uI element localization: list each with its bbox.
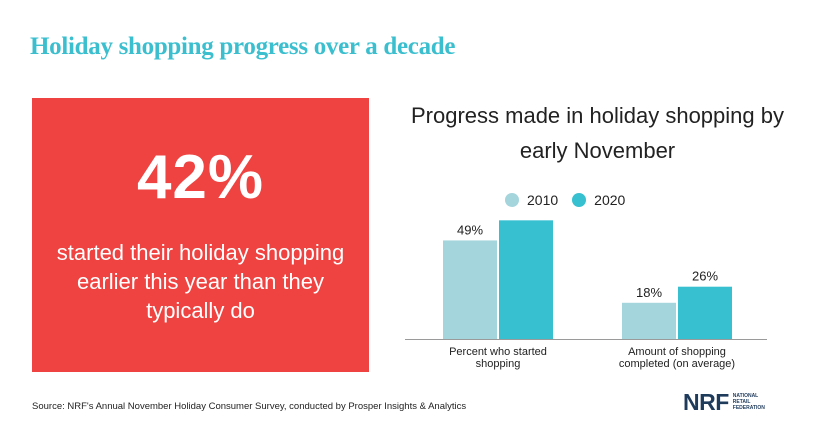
category-label-0: Percent who started [449,346,547,358]
legend-swatch-2010 [505,193,519,207]
logo-subtitle-line: Federation [732,405,765,411]
nrf-logo: NRF National Retail Federation [683,389,765,415]
page-headline: Holiday shopping progress over a decade [30,33,456,60]
chart-title: Progress made in holiday shopping by ear… [410,103,784,163]
bar-2020-1 [678,286,732,339]
source-note: Source: NRF's Annual November Holiday Co… [32,401,467,412]
logo-mark: NRF [683,388,729,415]
logo-subtitle-line: National [732,393,759,399]
bar-2010-0 [443,240,497,339]
legend-swatch-2020 [572,193,587,207]
legend-label-2020: 2020 [594,192,626,208]
data-label-2020-1: 26% [692,269,718,284]
bar-2010-1 [622,302,676,339]
bar-2020-0 [499,220,553,339]
stat-description: started their holiday shopping earlier t… [56,240,345,323]
stat-callout-box: 42% started their holiday shopping earli… [32,98,369,372]
chart-legend: 2010 2020 [505,190,639,210]
logo-subtitle: National Retail Federation [733,393,765,411]
category-label-1: completed (on average) [619,358,735,370]
category-label-0: shopping [476,358,521,370]
data-label-2010-0: 49% [457,222,483,237]
legend-label-2010: 2010 [527,192,559,208]
stat-value: 42% [136,143,265,212]
logo-subtitle-line: Retail [732,399,751,405]
category-label-1: Amount of shopping [628,346,726,358]
legend-item-2020: 2020 [572,192,625,208]
data-label-2010-1: 18% [636,285,662,300]
legend-item-2010: 2010 [505,192,558,208]
data-label-2020-0: 59% [513,215,539,217]
